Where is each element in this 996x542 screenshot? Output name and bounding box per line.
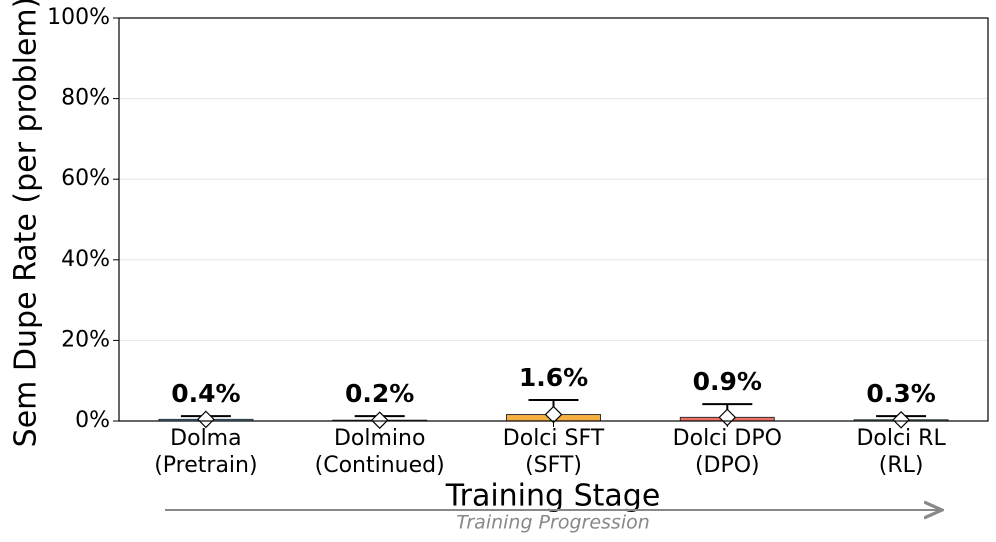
x-tick-label: Dolmino xyxy=(334,426,425,451)
annotation: Training Progression xyxy=(456,512,650,534)
x-tick-label: (DPO) xyxy=(695,453,760,478)
y-tick-label: 20% xyxy=(61,327,110,352)
y-tick-label: 40% xyxy=(61,247,110,272)
y-tick-label: 100% xyxy=(47,5,110,30)
mean-marker xyxy=(892,410,910,429)
value-label: 0.4% xyxy=(171,379,240,408)
x-tick-label: Dolma xyxy=(170,426,241,451)
mean-marker xyxy=(197,410,215,429)
mean-marker xyxy=(544,405,563,424)
value-label: 0.9% xyxy=(693,367,762,396)
x-tick-label: Dolci DPO xyxy=(673,426,782,451)
x-tick-label: (Pretrain) xyxy=(154,453,257,478)
mean-marker xyxy=(370,411,389,430)
x-axis-label: Training Stage xyxy=(445,479,661,514)
value-label: 0.3% xyxy=(866,379,935,408)
mean-marker xyxy=(718,408,737,427)
plot-frame xyxy=(118,17,989,422)
x-tick-label: Dolci RL xyxy=(856,426,946,451)
y-tick-label: 60% xyxy=(61,166,110,191)
y-tick-label: 0% xyxy=(75,408,110,433)
x-tick-label: Dolci SFT xyxy=(503,426,605,451)
x-tick-label: (Continued) xyxy=(315,453,445,478)
y-tick-label: 80% xyxy=(61,86,110,111)
value-label: 0.2% xyxy=(345,379,414,408)
x-tick-label: (SFT) xyxy=(525,453,582,478)
y-axis-label: Sem Dupe Rate (per problem) xyxy=(9,0,44,447)
value-label: 1.6% xyxy=(519,363,588,392)
x-tick-label: (RL) xyxy=(879,453,924,478)
